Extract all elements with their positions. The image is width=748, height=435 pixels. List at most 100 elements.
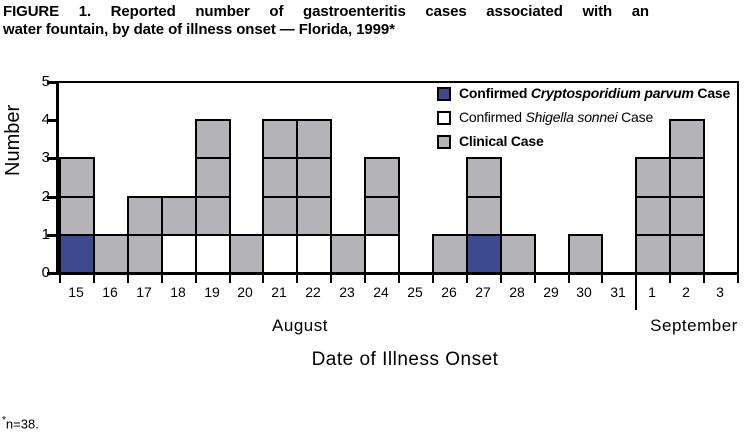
legend-item-clinical: Clinical Case	[459, 133, 544, 151]
case-box-august-16-0	[93, 234, 129, 274]
case-box-august-18-0	[161, 234, 197, 274]
x-tick	[93, 275, 95, 283]
x-tick	[330, 275, 332, 283]
x-tick	[703, 275, 705, 283]
x-tick-label-september-1: 1	[648, 284, 656, 300]
case-box-august-26-0	[432, 234, 468, 274]
x-tick-label-august-18: 18	[170, 284, 186, 300]
x-tick-label-august-22: 22	[305, 284, 321, 300]
footnote-asterisk: *	[2, 415, 6, 426]
figure-title-line-2: water fountain, by date of illness onset…	[3, 21, 395, 38]
case-box-august-20-0	[229, 234, 264, 274]
x-tick	[534, 275, 536, 283]
case-box-august-28-0	[500, 234, 536, 274]
x-tick-label-august-27: 27	[475, 284, 491, 300]
case-box-august-17-0	[127, 234, 163, 274]
figure-title: FIGURE 1. Reported number of gastroenter…	[3, 3, 649, 39]
footnote-text: n=38.	[5, 416, 39, 432]
y-axis-title: Number	[2, 104, 24, 176]
x-tick-label-august-28: 28	[509, 284, 525, 300]
x-tick-label-august-21: 21	[271, 284, 287, 300]
x-tick-label-august-24: 24	[373, 284, 389, 300]
case-box-august-21-2	[262, 157, 298, 198]
plot-top-border	[56, 81, 739, 83]
x-tick-label-august-25: 25	[407, 284, 423, 300]
case-box-august-22-3	[296, 119, 332, 159]
x-tick	[500, 275, 502, 283]
y-tick	[47, 196, 56, 199]
legend-text: Confirmed	[459, 85, 531, 101]
y-tick	[47, 272, 56, 275]
figure-title-line-1: FIGURE 1. Reported number of gastroenter…	[3, 3, 649, 20]
x-tick	[398, 275, 400, 283]
case-box-august-21-3	[262, 119, 298, 159]
x-tick	[161, 275, 163, 283]
x-tick	[195, 275, 197, 283]
x-tick-label-september-3: 3	[716, 284, 724, 300]
x-tick-label-august-29: 29	[543, 284, 559, 300]
legend-swatch-confirmed_crypto	[437, 87, 451, 101]
case-box-august-22-2	[296, 157, 332, 198]
x-tick	[601, 275, 603, 283]
y-tick	[47, 81, 56, 84]
y-tick	[47, 119, 56, 122]
legend-text: Confirmed	[459, 109, 526, 125]
legend-text: Clinical Case	[459, 133, 544, 149]
x-tick	[737, 275, 739, 283]
legend-text-species: Shigella sonnei	[525, 109, 618, 125]
case-box-august-27-0	[466, 234, 502, 274]
case-box-august-21-1	[262, 196, 298, 236]
case-box-august-27-2	[466, 157, 502, 198]
legend-text: Case	[693, 85, 731, 101]
case-box-september-1-1	[635, 196, 671, 236]
case-box-august-22-0	[296, 234, 332, 274]
x-tick	[59, 275, 61, 283]
x-tick-label-august-26: 26	[441, 284, 457, 300]
x-tick	[466, 275, 468, 283]
case-box-august-24-2	[364, 157, 400, 198]
y-tick-label-3: 3	[41, 149, 50, 166]
x-tick	[432, 275, 434, 283]
case-box-september-2-1	[669, 196, 705, 236]
x-axis-title: Date of Illness Onset	[311, 349, 499, 370]
plot-right-border	[737, 81, 739, 274]
case-box-september-2-3	[669, 119, 705, 159]
case-box-september-1-2	[635, 157, 671, 198]
case-box-august-19-0	[195, 234, 231, 274]
x-tick-label-september-2: 2	[682, 284, 690, 300]
legend-text-species: Cryptosporidium parvum	[530, 85, 694, 101]
case-box-september-2-0	[669, 234, 705, 274]
month-label-september: September	[650, 316, 738, 335]
x-tick	[669, 275, 671, 283]
x-tick-label-august-15: 15	[68, 284, 84, 300]
legend-item-confirmed_shigella: Confirmed Shigella sonnei Case	[459, 109, 653, 127]
x-tick-label-august-31: 31	[610, 284, 626, 300]
month-label-august: August	[272, 316, 328, 335]
legend-text: Case	[617, 109, 654, 125]
y-tick-label-2: 2	[41, 188, 50, 205]
x-tick-label-august-19: 19	[204, 284, 220, 300]
legend-item-confirmed_crypto: Confirmed Cryptosporidium parvum Case	[459, 85, 730, 103]
case-box-august-15-0	[59, 234, 95, 274]
month-separator-line	[635, 272, 637, 310]
y-tick-label-0: 0	[41, 264, 50, 281]
case-box-august-19-2	[195, 157, 231, 198]
y-tick	[47, 157, 56, 160]
x-tick	[296, 275, 298, 283]
case-box-august-18-1	[161, 196, 197, 236]
legend-swatch-clinical	[437, 135, 451, 149]
x-tick	[127, 275, 129, 283]
x-tick	[568, 275, 570, 283]
case-box-august-19-1	[195, 196, 231, 236]
x-tick-label-august-23: 23	[339, 284, 355, 300]
x-tick-label-august-17: 17	[136, 284, 152, 300]
footnote: *n=38.	[2, 413, 39, 432]
case-box-august-23-0	[330, 234, 366, 274]
case-box-august-27-1	[466, 196, 502, 236]
case-box-august-30-0	[568, 234, 603, 274]
case-box-september-2-2	[669, 157, 705, 198]
x-tick-label-august-30: 30	[576, 284, 592, 300]
y-tick-label-5: 5	[41, 73, 50, 90]
x-tick	[262, 275, 264, 283]
